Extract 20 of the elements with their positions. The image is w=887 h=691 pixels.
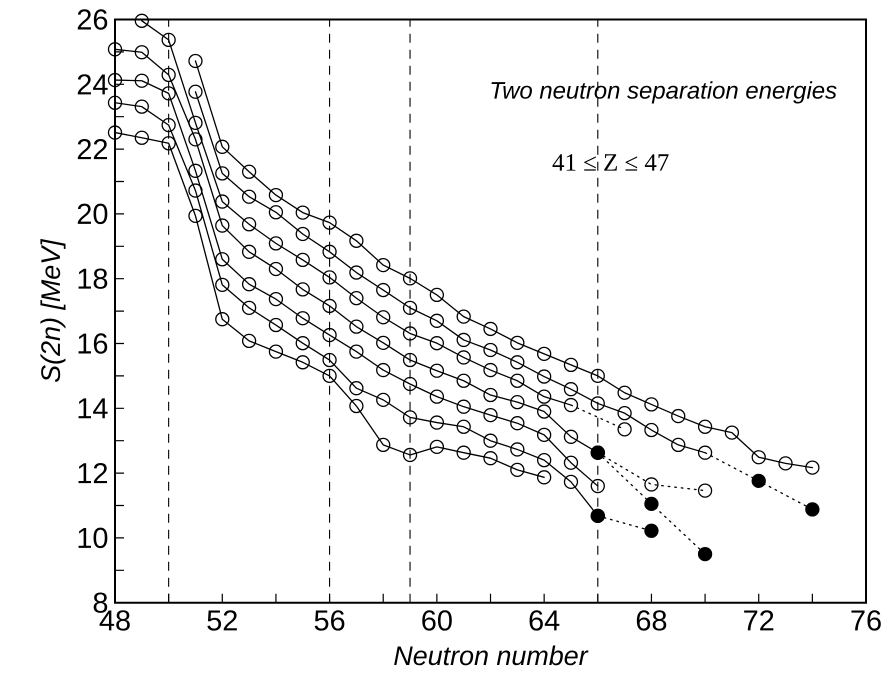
y-tick-label: 14 bbox=[78, 398, 108, 418]
x-tick-label: 64 bbox=[530, 610, 560, 631]
y-tick-label: 24 bbox=[78, 74, 108, 94]
y-tick-label: 22 bbox=[78, 139, 108, 160]
x-tick-label: 56 bbox=[314, 610, 344, 631]
y-tick-label: 10 bbox=[78, 528, 108, 548]
x-tick-label: 72 bbox=[744, 610, 774, 630]
x-tick-label: 60 bbox=[422, 610, 452, 631]
y-tick-label: 20 bbox=[78, 204, 108, 224]
text: 41 ≤ Z ≤ 47 bbox=[552, 154, 669, 171]
y-tick-label: 26 bbox=[78, 9, 108, 30]
y-axis-title: S(2n) [MeV] bbox=[40, 238, 66, 382]
x-tick-label: 76 bbox=[851, 610, 881, 631]
x-tick-label: 68 bbox=[636, 610, 666, 631]
x-axis-title: Neutron number bbox=[394, 646, 589, 666]
text: Two neutron separation energies bbox=[491, 81, 837, 104]
y-tick-label: 18 bbox=[78, 268, 108, 289]
y-tick-label: 12 bbox=[78, 463, 108, 484]
x-tick-label: 52 bbox=[207, 610, 237, 631]
y-tick-label: 16 bbox=[78, 333, 108, 354]
